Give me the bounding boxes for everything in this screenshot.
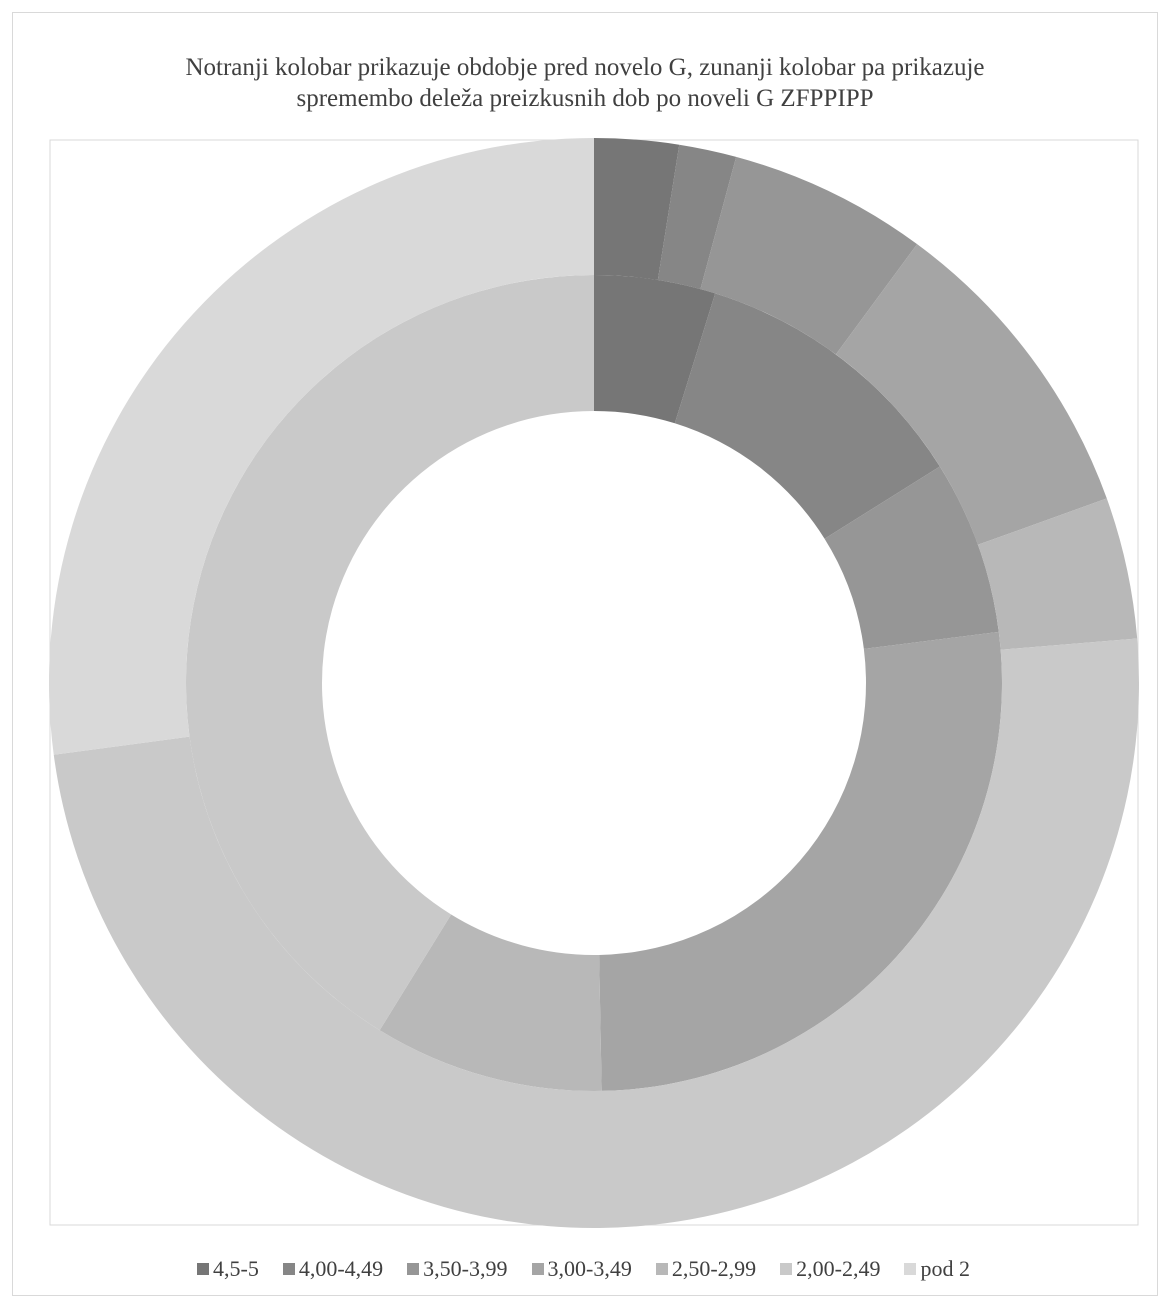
legend-label: 4,00-4,49: [298, 1256, 384, 1281]
legend-swatch: [407, 1263, 420, 1275]
legend-item: 2,50-2,99: [655, 1256, 757, 1282]
legend: 4,5-5 4,00-4,49 3,50-3,99 3,00-3,49 2,50-2,9…: [0, 1256, 1167, 1282]
ring-segment: [977, 498, 1138, 650]
legend-label: 3,50-3,99: [423, 1256, 508, 1281]
legend-swatch: [780, 1263, 793, 1275]
ring-segment: [48, 138, 594, 755]
ring-segment: [594, 138, 680, 281]
ring-segment: [53, 638, 1140, 1229]
chart-frame: [12, 12, 1158, 1296]
legend-swatch: [531, 1263, 544, 1275]
ring-segment: [674, 293, 940, 539]
legend-label: 2,50-2,99: [671, 1256, 757, 1281]
ring-segment: [835, 244, 1107, 545]
ring-segment: [599, 631, 1002, 1091]
legend-item: 3,00-3,49: [531, 1256, 632, 1282]
legend-swatch: [655, 1263, 668, 1275]
legend-item: pod 2: [904, 1256, 970, 1282]
legend-item: 2,00-2,49: [780, 1256, 880, 1282]
ring-segment: [657, 144, 737, 290]
legend-label: 3,00-3,49: [547, 1256, 632, 1281]
chart-title: Notranji kolobar prikazuje obdobje pred …: [185, 54, 985, 112]
legend-swatch: [197, 1263, 210, 1275]
ring-segment: [379, 914, 602, 1091]
legend-item: 4,00-4,49: [282, 1256, 384, 1282]
legend-swatch: [904, 1263, 917, 1275]
ring-segment: [186, 275, 595, 1031]
legend-label: 2,00-2,49: [796, 1256, 881, 1281]
legend-swatch: [282, 1263, 295, 1275]
ring-segment: [824, 466, 999, 649]
legend-label: pod 2: [920, 1256, 970, 1281]
ring-segment: [700, 156, 918, 355]
legend-item: 3,50-3,99: [407, 1256, 508, 1282]
legend-label: 4,5-5: [213, 1256, 259, 1281]
ring-segment: [594, 275, 716, 424]
legend-item: 4,5-5: [197, 1256, 259, 1282]
